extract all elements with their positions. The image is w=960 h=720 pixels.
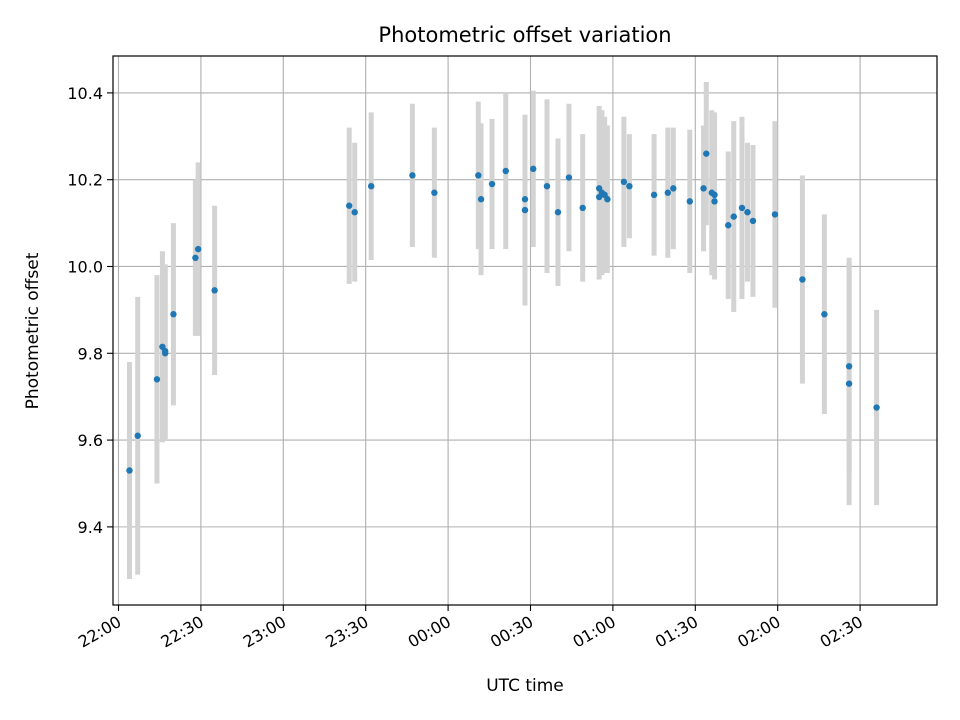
data-point bbox=[730, 213, 737, 220]
data-point bbox=[477, 196, 485, 203]
data-point bbox=[799, 276, 806, 283]
data-point bbox=[170, 311, 177, 318]
data-point bbox=[703, 150, 710, 157]
y-tick-label: 9.4 bbox=[78, 518, 103, 537]
data-point bbox=[134, 432, 141, 439]
data-point bbox=[650, 191, 658, 199]
data-point bbox=[475, 172, 482, 179]
data-point bbox=[351, 209, 358, 216]
data-point bbox=[738, 204, 746, 212]
data-point bbox=[126, 467, 133, 474]
data-point bbox=[192, 254, 199, 262]
data-point bbox=[211, 287, 218, 294]
data-point bbox=[554, 209, 562, 216]
data-point bbox=[744, 209, 751, 216]
data-point bbox=[543, 182, 551, 190]
data-point bbox=[686, 198, 693, 205]
data-point bbox=[711, 198, 718, 205]
data-point bbox=[604, 196, 611, 203]
data-point bbox=[346, 202, 353, 209]
data-point bbox=[488, 180, 496, 188]
data-point bbox=[670, 185, 677, 192]
y-tick-label: 10.0 bbox=[67, 257, 103, 276]
data-point bbox=[821, 311, 828, 318]
data-point bbox=[711, 191, 718, 199]
data-point bbox=[700, 185, 707, 192]
y-tick-label: 9.8 bbox=[78, 344, 103, 363]
data-point bbox=[565, 174, 573, 181]
data-point bbox=[725, 222, 732, 229]
data-point bbox=[431, 189, 438, 196]
data-point bbox=[194, 245, 202, 253]
y-tick-label: 10.2 bbox=[67, 171, 103, 190]
data-point bbox=[579, 204, 586, 212]
plot-frame bbox=[112, 55, 938, 606]
y-axis-title: Photometric offset bbox=[23, 252, 43, 409]
y-tick-label: 10.4 bbox=[67, 84, 103, 103]
data-point bbox=[521, 196, 529, 203]
data-point bbox=[845, 363, 853, 370]
data-point bbox=[409, 172, 416, 179]
data-point bbox=[161, 347, 169, 355]
y-axis-ticks: 9.4 9.6 9.8 10.0 10.2 10.4 bbox=[67, 84, 113, 537]
x-axis-title: UTC time bbox=[486, 676, 564, 696]
data-points bbox=[126, 150, 880, 474]
data-point bbox=[749, 217, 757, 225]
data-point bbox=[626, 182, 633, 190]
data-point bbox=[664, 189, 672, 196]
data-point bbox=[873, 404, 880, 411]
data-point bbox=[502, 167, 509, 175]
data-point bbox=[845, 380, 853, 387]
data-point bbox=[530, 165, 537, 173]
data-point bbox=[771, 211, 779, 218]
data-point bbox=[367, 182, 375, 190]
data-point bbox=[153, 376, 161, 383]
data-point bbox=[521, 206, 529, 214]
chart-title: Photometric offset variation bbox=[378, 23, 671, 47]
data-point bbox=[620, 178, 628, 186]
y-tick-label: 9.6 bbox=[78, 431, 103, 450]
